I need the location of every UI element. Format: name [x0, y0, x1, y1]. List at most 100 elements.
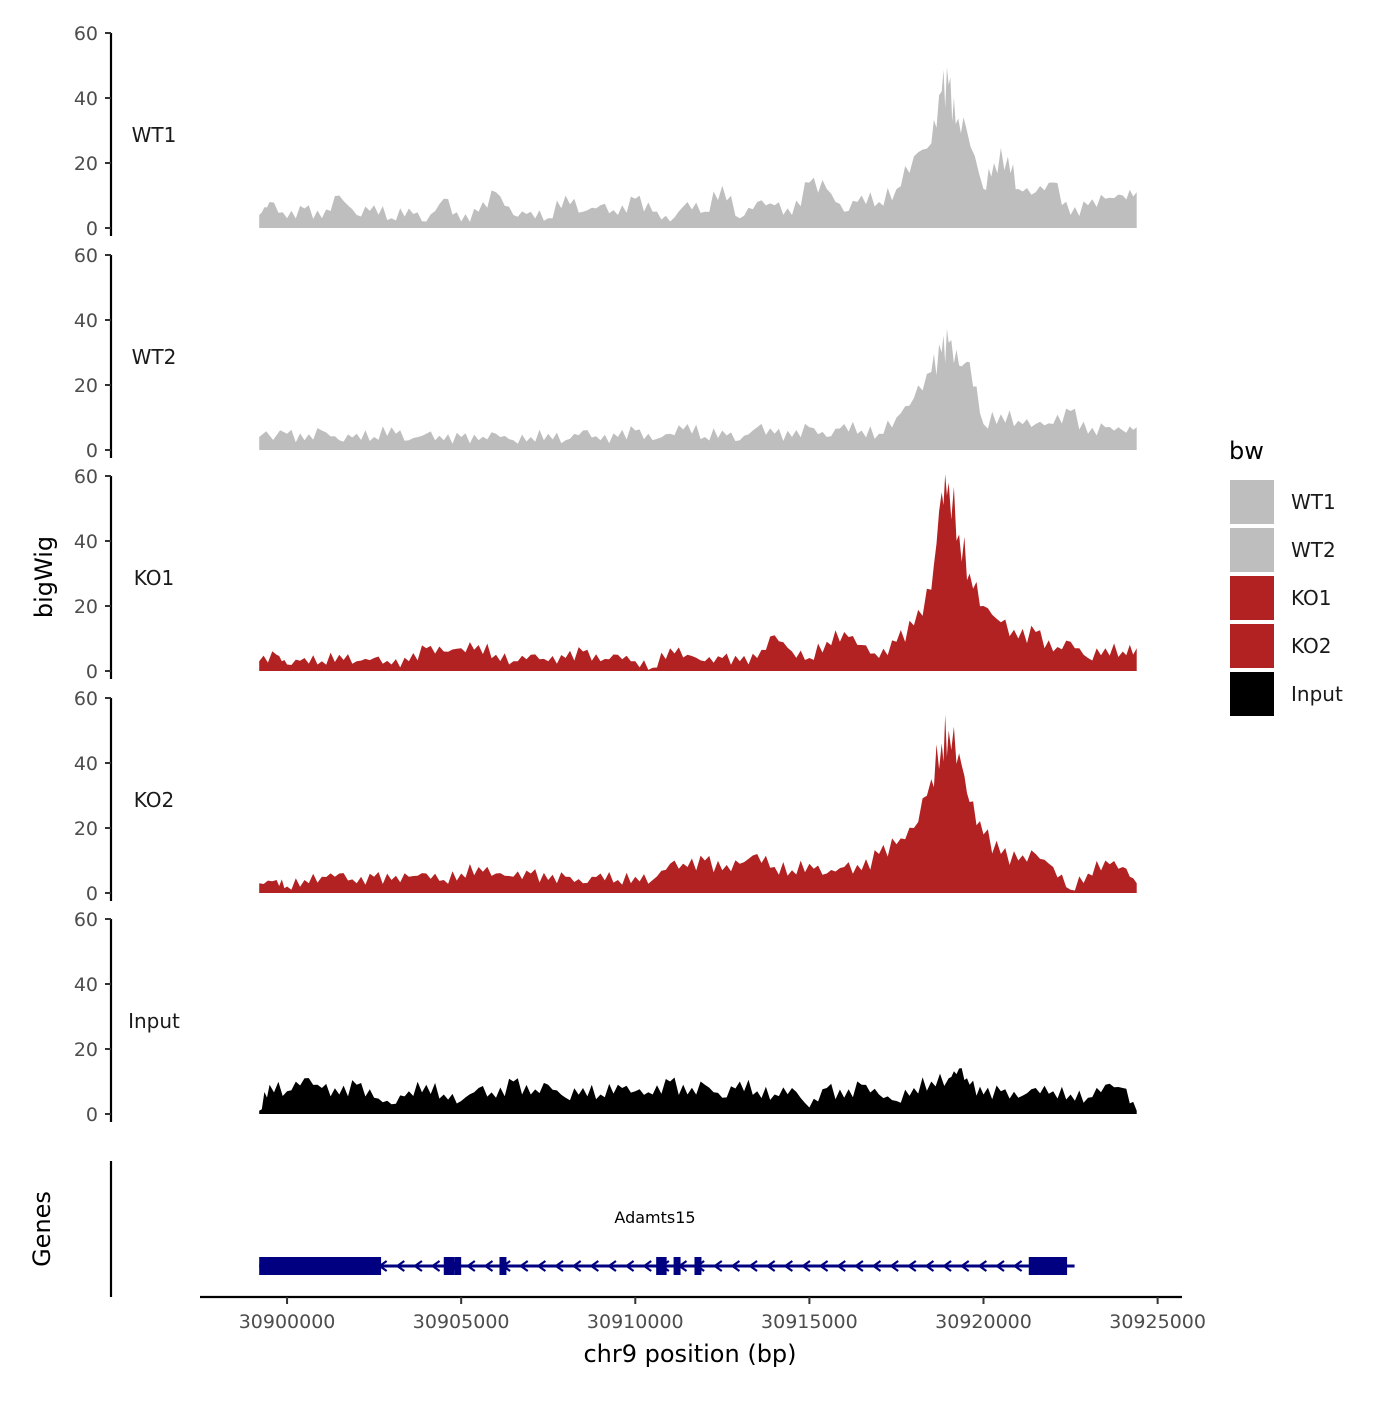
legend-item-ko1: KO1 [1230, 576, 1332, 620]
strand-arrow [536, 1260, 547, 1272]
strand-arrow [977, 1260, 988, 1272]
strand-arrow [395, 1260, 405, 1272]
y-tick-label: 0 [86, 440, 98, 462]
coverage-area-ko1 [259, 474, 1137, 671]
gene-exon [454, 1257, 462, 1275]
strand-arrow [924, 1260, 935, 1272]
legend-label: WT1 [1291, 490, 1336, 514]
legend-label: WT2 [1291, 538, 1336, 562]
x-axis-ticks: 30900000 30905000 30910000 30915000 30920000… [239, 1297, 1206, 1333]
strand-arrow [465, 1260, 476, 1272]
strand-arrow [765, 1260, 776, 1272]
y-tick-label: 0 [86, 661, 98, 683]
gene-exon [499, 1257, 507, 1275]
strand-arrow [518, 1260, 529, 1272]
coverage-area-ko2 [259, 714, 1137, 893]
gene-model [259, 1257, 1075, 1275]
y-tick-label: 0 [86, 1104, 98, 1126]
strand-arrow [554, 1260, 564, 1272]
x-tick-label: 30925000 [1109, 1311, 1206, 1333]
legend: bw WT1 WT2 KO1 KO2 Input [1229, 437, 1343, 716]
gene-exon [694, 1257, 702, 1275]
strand-arrow [906, 1260, 917, 1272]
coverage-area-wt2 [259, 328, 1137, 450]
strand-arrow [730, 1260, 741, 1272]
legend-item-ko2: KO2 [1230, 624, 1332, 668]
strand-arrow [995, 1260, 1005, 1272]
y-tick-label: 40 [74, 531, 98, 553]
track-label-wt1: WT1 [132, 123, 177, 147]
legend-item-input: Input [1230, 672, 1343, 716]
y-tick-label: 60 [74, 245, 98, 267]
strand-arrow [854, 1260, 864, 1272]
legend-item-wt2: WT2 [1230, 528, 1336, 572]
strand-arrow [959, 1260, 970, 1272]
y-tick-label: 20 [74, 153, 98, 175]
strand-arrow [430, 1260, 441, 1272]
strand-arrow [748, 1260, 758, 1272]
legend-label: KO2 [1291, 634, 1332, 658]
y-tick-label: 20 [74, 1039, 98, 1061]
gene-exon [259, 1257, 382, 1275]
track-label-wt2: WT2 [132, 345, 177, 369]
y-tick-label: 60 [74, 909, 98, 931]
strand-arrow [712, 1260, 723, 1272]
gene-track-title: Genes [28, 1191, 56, 1267]
strand-arrow [836, 1260, 846, 1272]
y-tick-label: 20 [74, 375, 98, 397]
gene-exon [673, 1257, 681, 1275]
x-tick-label: 30920000 [935, 1311, 1032, 1333]
track-label-input: Input [128, 1009, 180, 1033]
legend-title: bw [1229, 437, 1264, 465]
y-tick-label: 40 [74, 753, 98, 775]
y-tick-label: 60 [74, 23, 98, 45]
gene-exon [656, 1257, 667, 1275]
x-tick-label: 30905000 [413, 1311, 510, 1333]
y-tick-label: 20 [74, 596, 98, 618]
x-tick-label: 30900000 [239, 1311, 336, 1333]
legend-swatch [1230, 576, 1274, 620]
strand-arrow [889, 1260, 899, 1272]
gene-name-label: Adamts15 [614, 1208, 695, 1227]
y-tick-label: 40 [74, 310, 98, 332]
legend-swatch [1230, 672, 1274, 716]
legend-label: Input [1291, 682, 1343, 706]
strand-arrow [642, 1260, 652, 1272]
strand-arrow [871, 1260, 882, 1272]
x-axis: 30900000 30905000 30910000 30915000 30920000… [200, 1295, 1206, 1368]
y-tick-label: 0 [86, 218, 98, 240]
strand-arrow [413, 1260, 423, 1272]
track-ko2: 0 20 40 60 KO2 [74, 688, 1137, 905]
strand-arrow [607, 1260, 617, 1272]
gene-track: Genes Adamts15 [28, 1161, 1075, 1297]
strand-arrow [571, 1260, 582, 1272]
legend-swatch [1230, 528, 1274, 572]
track-wt1: 0 20 40 60 WT1 [74, 23, 1137, 240]
coverage-area-wt1 [259, 67, 1137, 228]
x-tick-label: 30910000 [587, 1311, 684, 1333]
coverage-tracks: 0 20 40 60 WT1 0 20 40 60 WT2 0 20 40 60 KO1 0 20 40 60 KO2… [74, 23, 1137, 1126]
gene-exon [1028, 1257, 1068, 1275]
legend-swatch [1230, 624, 1274, 668]
y-tick-label: 60 [74, 688, 98, 710]
track-wt2: 0 20 40 60 WT2 [74, 245, 1137, 462]
strand-arrow [801, 1260, 811, 1272]
y-tick-label: 0 [86, 883, 98, 905]
y-tick-label: 40 [74, 88, 98, 110]
track-input: 0 20 40 60 Input [74, 909, 1137, 1126]
y-tick-label: 20 [74, 818, 98, 840]
track-label-ko1: KO1 [134, 566, 175, 590]
x-axis-title: chr9 position (bp) [583, 1340, 796, 1368]
strand-arrow [783, 1260, 793, 1272]
x-tick-label: 30915000 [761, 1311, 858, 1333]
legend-label: KO1 [1291, 586, 1332, 610]
y-tick-label: 60 [74, 466, 98, 488]
track-label-ko2: KO2 [134, 788, 175, 812]
gene-exon [443, 1257, 455, 1275]
strand-arrow [624, 1260, 635, 1272]
strand-arrow [942, 1260, 952, 1272]
coverage-area-input [259, 1068, 1137, 1114]
strand-arrow [818, 1260, 829, 1272]
